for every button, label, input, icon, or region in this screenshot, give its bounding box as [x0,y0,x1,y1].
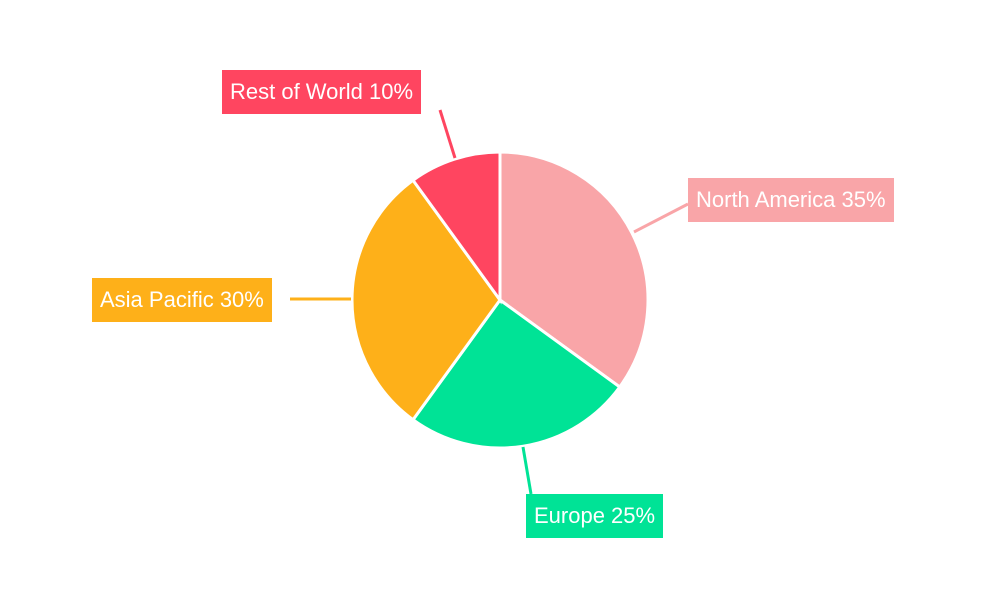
pie-slice-europe[interactable] [410,297,622,450]
data-label: North America 35% [688,178,894,222]
leader-line [521,446,533,495]
data-label: Europe 25% [526,494,664,538]
pie-slice-asia-pacific[interactable] [350,178,502,422]
leader-line [633,202,689,234]
pie-slice-rest-of-world[interactable] [410,150,502,305]
data-label: Rest of World 10% [222,70,422,114]
data-label: Asia Pacific 30% [92,278,272,322]
leader-line [438,109,457,159]
pie-slice-north-america[interactable] [498,150,650,390]
